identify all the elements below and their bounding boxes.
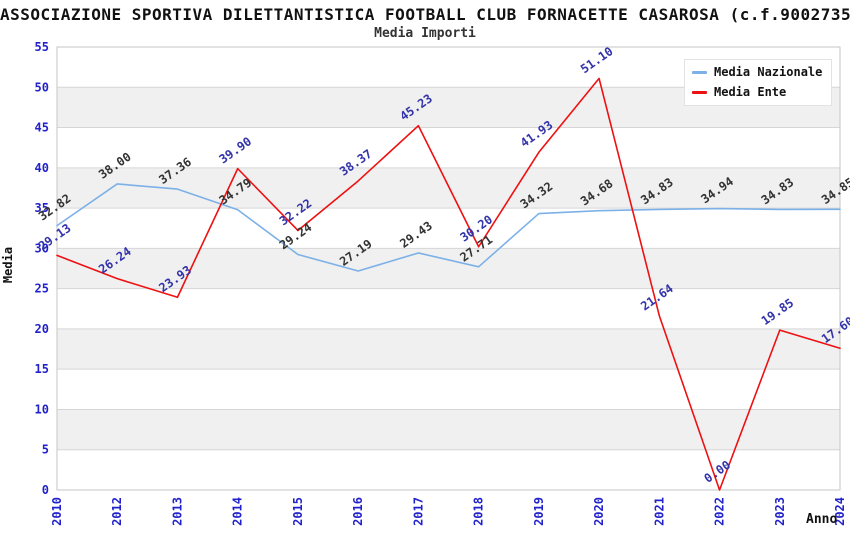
data-label-media-ente: 51.10 <box>578 44 616 76</box>
y-tick-label: 20 <box>35 322 49 336</box>
plot-band <box>57 409 840 450</box>
x-tick-label: 2010 <box>50 497 64 526</box>
x-tick-label: 2021 <box>652 497 666 526</box>
series-line-media-ente <box>56 77 841 491</box>
x-tick-label: 2020 <box>592 497 606 526</box>
y-tick-label: 10 <box>35 402 49 416</box>
x-tick-label: 2015 <box>291 497 305 526</box>
x-tick-label: 2016 <box>351 497 365 526</box>
chart-legend: Media Nazionale Media Ente <box>684 59 833 106</box>
x-tick-label: 2019 <box>532 497 546 526</box>
x-tick-label: 2013 <box>170 497 184 526</box>
chart-subtitle: Media Importi <box>374 26 476 41</box>
y-tick-label: 25 <box>35 282 49 296</box>
y-tick-label: 35 <box>35 201 49 215</box>
y-tick-label: 45 <box>35 121 49 135</box>
legend-item-media-nazionale[interactable]: Media Nazionale <box>692 65 822 79</box>
x-tick-label: 2017 <box>411 497 425 526</box>
plot-band <box>57 248 840 289</box>
x-tick-label: 2022 <box>713 497 727 526</box>
plot-border <box>56 46 841 491</box>
legend-label: Media Ente <box>714 85 787 99</box>
legend-label: Media Nazionale <box>714 65 823 79</box>
legend-item-media-ente[interactable]: Media Ente <box>692 85 822 99</box>
data-label-media-ente: 19.85 <box>759 296 797 328</box>
y-tick-label: 55 <box>35 40 49 54</box>
plot-band <box>57 328 840 370</box>
y-tick-label: 30 <box>35 241 49 255</box>
legend-swatch-media-nazionale <box>692 70 707 74</box>
data-label-media-nazionale: 29.43 <box>397 219 435 251</box>
x-tick-label: 2012 <box>110 497 124 526</box>
y-tick-label: 15 <box>35 362 49 376</box>
legend-swatch-media-ente <box>692 90 707 94</box>
x-tick-label: 2023 <box>773 497 787 526</box>
y-tick-label: 0 <box>42 483 49 497</box>
y-tick-label: 40 <box>35 161 49 175</box>
x-tick-label: 2014 <box>231 497 245 526</box>
data-label-media-ente: 39.90 <box>217 134 255 166</box>
chart-title: ASSOCIAZIONE SPORTIVA DILETTANTISTICA FO… <box>0 5 850 24</box>
y-axis-title: Media <box>1 246 15 284</box>
x-tick-label: 2024 <box>833 497 847 526</box>
x-axis-title: Anno <box>806 512 838 527</box>
x-tick-label: 2018 <box>472 497 486 526</box>
y-tick-label: 5 <box>42 443 49 457</box>
y-tick-label: 50 <box>35 80 49 94</box>
series-line-media-nazionale <box>56 183 841 272</box>
